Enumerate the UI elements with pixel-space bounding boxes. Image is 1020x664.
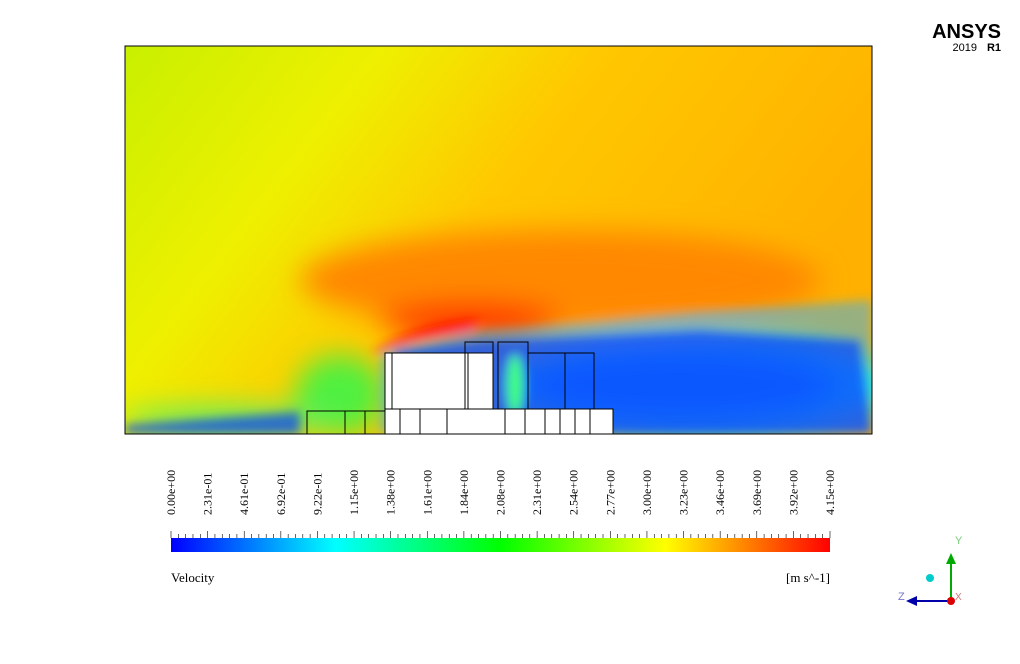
axis-y: Y <box>955 535 963 547</box>
plot-frame <box>124 45 873 435</box>
axis-x: X <box>955 592 962 603</box>
tick-label: 2.31e-01 <box>201 473 215 515</box>
tick-label: 9.22e-01 <box>310 473 324 515</box>
colorbar <box>171 538 830 552</box>
tick-label: 4.61e-01 <box>237 473 251 515</box>
contour-plot <box>125 46 872 434</box>
tick-label: 3.92e+00 <box>786 470 800 515</box>
tick-label: 4.15e+00 <box>823 470 837 515</box>
axis-triad: Y Z X <box>898 535 963 606</box>
tick-label: 0.00e+00 <box>164 470 178 515</box>
tick-label: 1.61e+00 <box>420 470 434 515</box>
tick-label: 1.38e+00 <box>384 470 398 515</box>
axis-z: Z <box>898 591 905 603</box>
logo-release: R1 <box>987 42 1001 54</box>
tick-label: 2.77e+00 <box>603 470 617 515</box>
legend-title: Velocity <box>171 570 215 585</box>
tick-label: 3.00e+00 <box>640 470 654 515</box>
geometry <box>306 341 614 434</box>
tick-label: 2.31e+00 <box>530 470 544 515</box>
tick-label: 1.15e+00 <box>347 470 361 515</box>
tick-label: 3.46e+00 <box>713 470 727 515</box>
logo-name: ANSYS <box>932 21 1001 43</box>
tick-label: 2.08e+00 <box>494 470 508 515</box>
tick-label: 3.23e+00 <box>677 470 691 515</box>
tick-label: 2.54e+00 <box>567 470 581 515</box>
tick-label: 1.84e+00 <box>457 470 471 515</box>
logo-version: 2019 <box>953 42 977 54</box>
tick-label: 3.69e+00 <box>750 470 764 515</box>
tick-label: 6.92e-01 <box>274 473 288 515</box>
legend-ticks: 0.00e+00 2.31e-01 4.61e-01 6.92e-01 9.22e-01… <box>164 470 837 538</box>
legend-unit: [m s^-1] <box>786 570 830 585</box>
